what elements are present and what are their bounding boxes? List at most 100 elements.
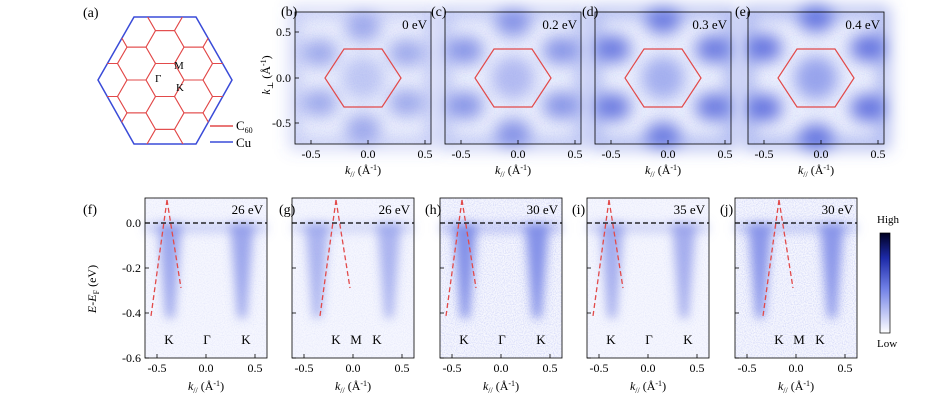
colorbar-high-label: High xyxy=(877,214,900,226)
x-tick-label: 0.5 xyxy=(838,361,853,375)
symmetry-point-label: Γ xyxy=(645,332,653,347)
c60-bz-overlay xyxy=(777,48,855,108)
symmetry-point-label: K xyxy=(331,332,341,347)
panel-letter: (f) xyxy=(83,203,97,218)
y-tick-label: -0.2 xyxy=(122,261,141,275)
y-tick-label: 0.5 xyxy=(276,25,291,39)
x-tick-label: -0.5 xyxy=(738,361,757,375)
x-tick-label: 0.0 xyxy=(361,147,376,161)
dispersion-line-left xyxy=(762,199,780,317)
map-noise xyxy=(445,12,581,144)
panel-letter: (d) xyxy=(582,5,599,20)
symmetry-point-label: K xyxy=(459,332,469,347)
top-y-axis-label: k⊥ (Å-1) xyxy=(259,55,275,94)
x-tick-label: 0.0 xyxy=(199,361,214,375)
x-tick-label: 0.0 xyxy=(814,147,829,161)
x-tick-label: 0.5 xyxy=(395,361,410,375)
symmetry-point-label: K xyxy=(683,332,693,347)
c60-cell-63 xyxy=(232,0,270,14)
x-axis-label: k// (Å-1) xyxy=(778,379,814,395)
x-axis-label: k// (Å-1) xyxy=(495,163,531,179)
x-tick-label: -0.5 xyxy=(452,147,471,161)
c60-bz-overlay xyxy=(324,48,402,108)
dispersion-line-right xyxy=(608,199,624,289)
panel-letter: (i) xyxy=(572,203,586,218)
cu-bz-hexagon xyxy=(97,16,233,145)
map-energy-label: 0 eV xyxy=(402,17,428,32)
x-tick-label: -0.5 xyxy=(302,147,321,161)
c60-cell-34 xyxy=(118,146,156,179)
c60-cell-42 xyxy=(145,128,185,144)
c60-cell-51 xyxy=(175,146,213,179)
x-axis-label: k// (Å-1) xyxy=(630,379,666,395)
photon-energy-label: 26 eV xyxy=(379,202,411,217)
cut-noise xyxy=(735,198,857,358)
legend-cu-label: Cu xyxy=(236,135,252,150)
photon-energy-label: 35 eV xyxy=(674,202,706,217)
dispersion-line-right xyxy=(778,199,794,289)
x-axis-label: k// (Å-1) xyxy=(188,379,224,395)
map-energy-label: 0.4 eV xyxy=(845,17,880,32)
c60-cell-30 xyxy=(116,17,157,48)
c60-cell-46 xyxy=(175,0,213,14)
cut-noise xyxy=(292,198,414,358)
dispersion-line-right xyxy=(335,199,351,289)
c60-cell-47 xyxy=(173,17,214,48)
map-panel-2: 0.3 eV (d) -0.5 0.0 0.5 k// (Å-1) xyxy=(582,5,736,179)
y-tick-label: -0.5 xyxy=(272,116,291,130)
panel-letter: (b) xyxy=(281,5,298,20)
map-frame xyxy=(594,11,732,145)
x-tick-label: 0.5 xyxy=(543,361,558,375)
c60-cell-29 xyxy=(118,0,156,14)
cut-noise xyxy=(587,198,709,358)
map-panel-1: 0.2 eV (c) -0.5 0.0 0.5 k// (Å-1) xyxy=(431,5,586,179)
c60-cell-8 xyxy=(32,129,70,162)
c60-cell-64 xyxy=(230,17,232,48)
c60-cell-66 xyxy=(230,79,232,114)
colorbar-gradient xyxy=(879,232,891,334)
x-axis-label: k// (Å-1) xyxy=(345,163,381,179)
c60-cell-26 xyxy=(89,162,127,195)
cut-panel-0: 26 eV (f) K Γ K -0.5 0.0 0.5 k// (Å-1) 0.0 -0.2 -0.… xyxy=(83,197,268,395)
c60-cell-56 xyxy=(202,30,232,64)
c60-cell-6 xyxy=(32,64,70,97)
map-frame xyxy=(747,11,885,145)
constant-energy-maps: 0 eV (b) -0.5 0.0 0.5 k// (Å-1) 0.5 0.0 -0.5 0.2 … xyxy=(272,4,889,179)
x-tick-label: 0.5 xyxy=(568,147,583,161)
m-label: M xyxy=(174,60,184,72)
c60-cell-60 xyxy=(203,162,241,195)
c60-cell-43 xyxy=(146,162,184,195)
map-energy-label: 0.3 eV xyxy=(692,17,727,32)
dispersion-line-left xyxy=(445,199,463,317)
c60-cell-33 xyxy=(116,112,157,144)
x-tick-label: 0.0 xyxy=(494,361,509,375)
map-energy-label: 0.2 eV xyxy=(542,17,577,32)
x-tick-label: -0.5 xyxy=(148,361,167,375)
photon-energy-label: 30 eV xyxy=(527,202,559,217)
arpes-cuts: 26 eV (f) K Γ K -0.5 0.0 0.5 k// (Å-1) 0.0 -0.2 -0.… xyxy=(83,197,858,395)
c60-cell-39 xyxy=(145,30,185,64)
dispersion-line-right xyxy=(166,199,182,289)
dispersion-line-left xyxy=(150,199,168,317)
c60-bz-overlay xyxy=(474,48,552,108)
x-axis-label: k// (Å-1) xyxy=(645,163,681,179)
c60-cell-7 xyxy=(32,97,70,130)
x-tick-label: -0.5 xyxy=(295,361,314,375)
c60-cell-77 xyxy=(260,162,298,195)
x-tick-label: 0.0 xyxy=(511,147,526,161)
c60-cell-57 xyxy=(202,63,232,97)
x-tick-label: 0.5 xyxy=(871,147,886,161)
c60-cell-68 xyxy=(232,146,270,179)
photon-energy-label: 30 eV xyxy=(822,202,854,217)
symmetry-point-label: Γ xyxy=(498,332,506,347)
symmetry-point-label: Γ xyxy=(203,332,211,347)
c60-cell-38 xyxy=(145,17,185,32)
map-frame xyxy=(444,11,582,145)
x-axis-label: k// (Å-1) xyxy=(483,379,519,395)
bottom-y-axis-label: E-EF (eV) xyxy=(85,265,101,314)
y-tick-label: -0.6 xyxy=(122,351,141,365)
x-tick-label: -0.5 xyxy=(602,147,621,161)
c60-cell-24 xyxy=(98,96,128,130)
panel-letter: (e) xyxy=(735,5,751,20)
map-panel-0: 0 eV (b) -0.5 0.0 0.5 k// (Å-1) 0.5 0.0 -0.5 xyxy=(272,5,436,179)
